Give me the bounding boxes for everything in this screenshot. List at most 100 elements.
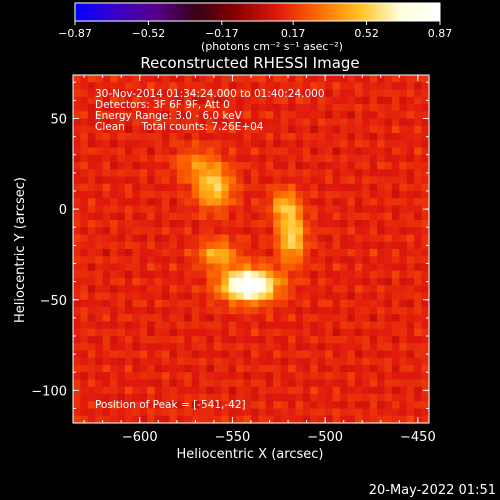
heatmap-cell	[147, 227, 156, 236]
heatmap-cell	[124, 205, 133, 214]
heatmap-cell	[206, 82, 215, 91]
heatmap-cell	[340, 82, 349, 91]
heatmap-cell	[154, 176, 163, 185]
heatmap-cell	[95, 336, 104, 344]
heatmap-cell	[340, 118, 349, 127]
heatmap-cell	[95, 307, 104, 315]
heatmap-cell	[154, 125, 163, 134]
heatmap-cell	[340, 270, 349, 279]
heatmap-cell	[354, 386, 363, 395]
heatmap-cell	[273, 75, 282, 83]
heatmap-cell	[154, 82, 163, 91]
heatmap-cell	[332, 307, 341, 315]
heatmap-cell	[73, 220, 82, 228]
heatmap-cell	[347, 415, 356, 424]
heatmap-cell	[95, 379, 104, 388]
heatmap-cell	[199, 415, 208, 424]
heatmap-cell	[421, 162, 430, 170]
heatmap-cell	[280, 104, 289, 112]
heatmap-cell	[80, 118, 89, 127]
heatmap-cell	[317, 111, 326, 120]
heatmap-cell	[236, 133, 245, 141]
heatmap-cell	[377, 386, 386, 395]
heatmap-cell	[399, 176, 408, 185]
heatmap-cell	[139, 118, 148, 127]
heatmap-cell	[117, 263, 126, 272]
heatmap-cell	[384, 299, 393, 308]
heatmap-cell	[169, 415, 178, 424]
heatmap-cell	[265, 372, 274, 381]
heatmap-cell	[80, 133, 89, 141]
heatmap-cell	[95, 328, 104, 337]
heatmap-cell	[117, 191, 126, 199]
heatmap-cell	[124, 285, 133, 294]
heatmap-cell	[132, 307, 141, 315]
heatmap-cell	[87, 394, 96, 402]
heatmap-cell	[258, 111, 267, 120]
heatmap-cell	[139, 75, 148, 83]
heatmap-cell	[273, 176, 282, 185]
heatmap-cell	[399, 343, 408, 352]
heatmap-cell	[310, 75, 319, 83]
heatmap-cell	[310, 147, 319, 156]
heatmap-cell	[73, 278, 82, 286]
heatmap-cell	[377, 350, 386, 359]
heatmap-cell	[176, 299, 185, 308]
heatmap-cell	[325, 140, 334, 149]
heatmap-cell	[184, 372, 193, 381]
heatmap-cell	[110, 205, 119, 214]
heatmap-cell	[280, 336, 289, 344]
heatmap-cell	[176, 278, 185, 286]
heatmap-cell	[325, 401, 334, 410]
heatmap-cell	[124, 292, 133, 301]
heatmap-cell	[191, 140, 200, 149]
heatmap-cell	[251, 336, 260, 344]
heatmap-cell	[265, 154, 274, 163]
heatmap-cell	[310, 415, 319, 424]
heatmap-cell	[406, 350, 415, 359]
heatmap-cell	[325, 357, 334, 366]
heatmap-cell	[95, 299, 104, 308]
heatmap-cell	[110, 227, 119, 236]
heatmap-cell	[206, 198, 215, 207]
heatmap-cell	[139, 140, 148, 149]
heatmap-cell	[162, 118, 171, 127]
heatmap-cell	[110, 365, 119, 373]
heatmap-cell	[147, 372, 156, 381]
heatmap-cell	[273, 125, 282, 134]
heatmap-cell	[110, 154, 119, 163]
heatmap-cell	[362, 307, 371, 315]
heatmap-cell	[369, 183, 378, 192]
heatmap-cell	[377, 401, 386, 410]
heatmap-cell	[213, 292, 222, 301]
heatmap-cell	[295, 154, 304, 163]
heatmap-cell	[421, 278, 430, 286]
heatmap-cell	[340, 379, 349, 388]
heatmap-cell	[273, 386, 282, 395]
heatmap-cell	[251, 234, 260, 243]
heatmap-cell	[302, 372, 311, 381]
heatmap-cell	[325, 241, 334, 250]
heatmap-cell	[421, 401, 430, 410]
heatmap-cell	[251, 89, 260, 98]
heatmap-cell	[243, 147, 252, 156]
heatmap-cell	[228, 96, 237, 105]
heatmap-cell	[147, 263, 156, 272]
heatmap-cell	[176, 104, 185, 112]
heatmap-cell	[73, 328, 82, 337]
heatmap-cell	[310, 111, 319, 120]
heatmap-cell	[95, 75, 104, 83]
heatmap-cell	[206, 292, 215, 301]
heatmap-cell	[377, 183, 386, 192]
heatmap-cell	[251, 350, 260, 359]
heatmap-cell	[362, 365, 371, 373]
heatmap-cell	[369, 133, 378, 141]
heatmap-cell	[169, 328, 178, 337]
heatmap-cell	[191, 379, 200, 388]
heatmap-cell	[110, 249, 119, 257]
heatmap-cell	[139, 82, 148, 91]
heatmap-cell	[302, 278, 311, 286]
heatmap-cell	[288, 365, 297, 373]
heatmap-cell	[80, 372, 89, 381]
heatmap-cell	[117, 328, 126, 337]
